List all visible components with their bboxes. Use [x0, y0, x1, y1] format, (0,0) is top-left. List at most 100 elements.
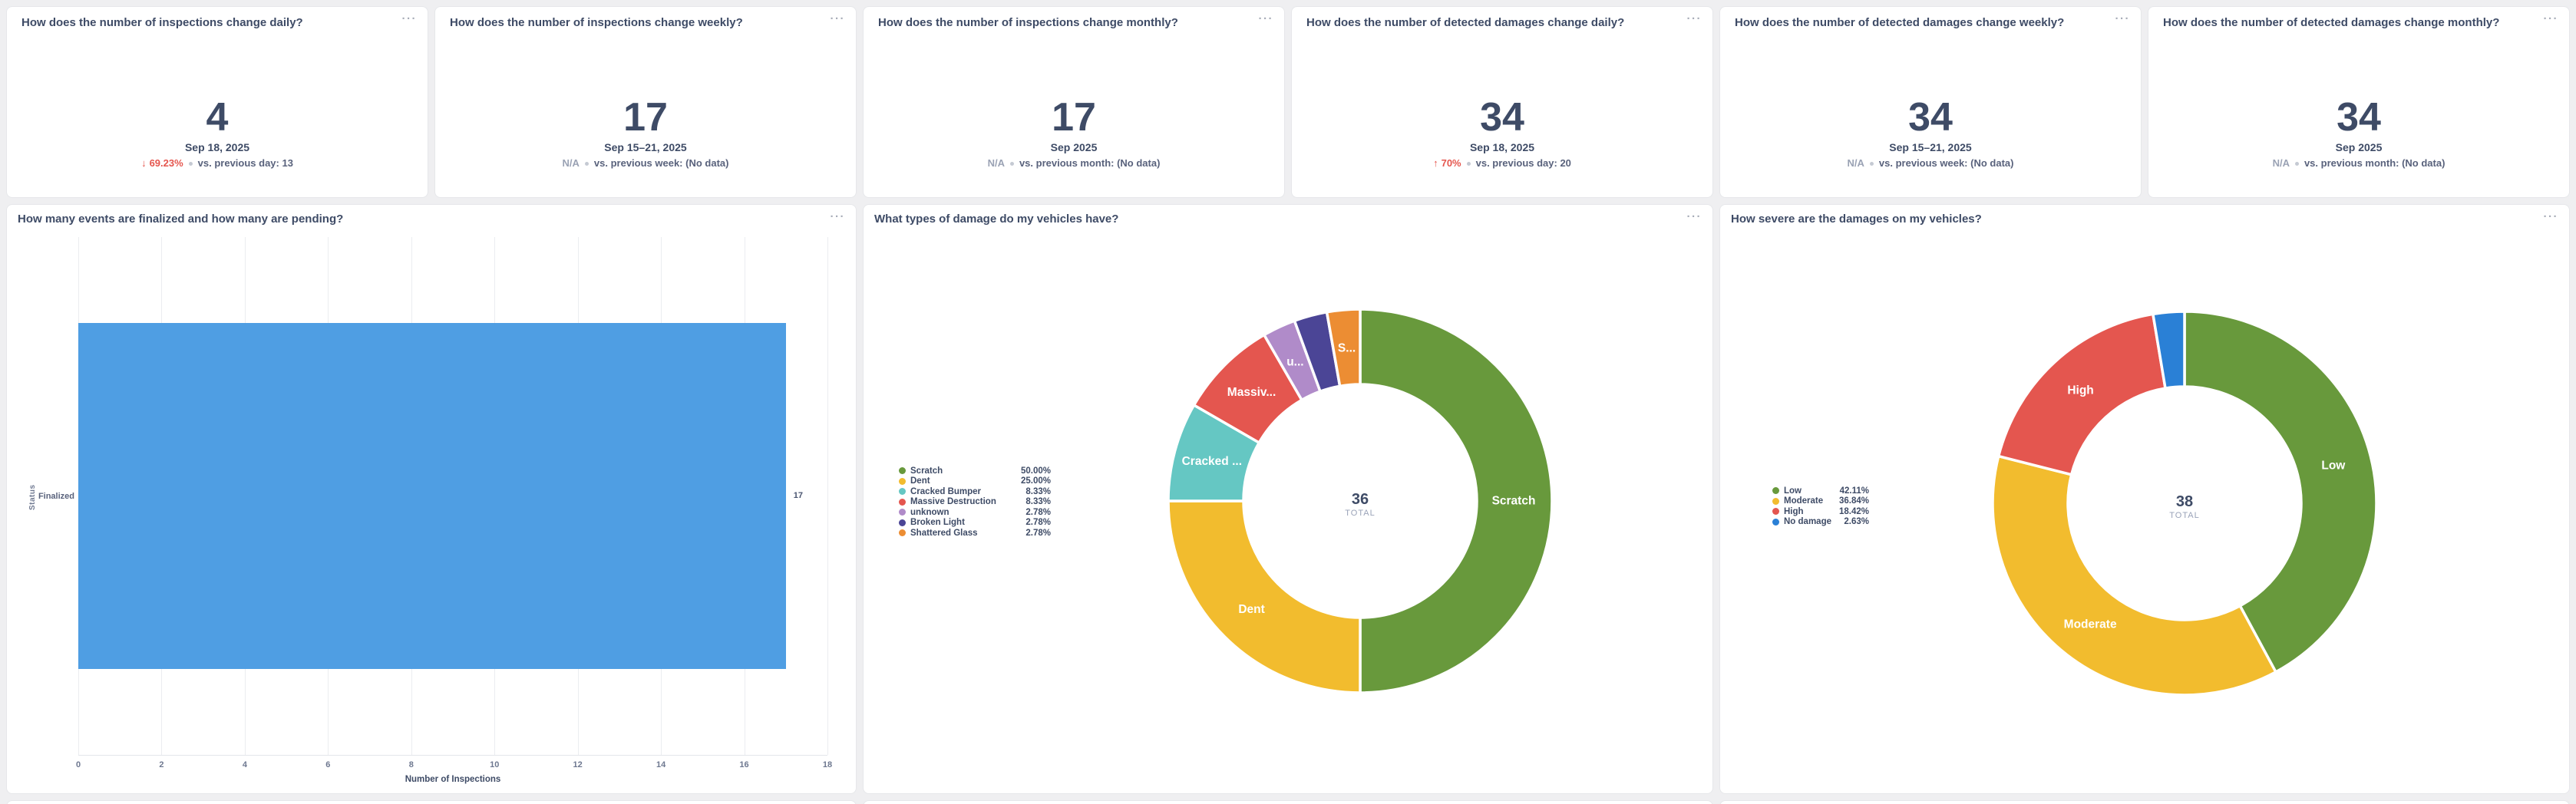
card-title: How does the number of detected damages … — [1735, 16, 2065, 29]
kpi-delta: N/A vs. previous week: (No data) — [435, 158, 856, 169]
kpi-delta-change: N/A — [1848, 158, 1864, 169]
kpi-delta-change: N/A — [988, 158, 1005, 169]
legend-color-dot — [899, 519, 906, 526]
legend-color-dot — [899, 529, 906, 537]
card-title: How does the number of detected damages … — [1306, 16, 1625, 29]
legend-item[interactable]: Broken Light 2.78% — [899, 518, 1051, 529]
legend-percent: 18.42% — [1838, 506, 1869, 516]
legend-item[interactable]: unknown 2.78% — [899, 507, 1051, 518]
legend-item[interactable]: Cracked Bumper 8.33% — [899, 486, 1051, 497]
next-row-card-stub — [6, 800, 857, 804]
legend-label: unknown — [910, 507, 949, 517]
legend-percent: 2.63% — [1844, 517, 1869, 527]
slice-label: Scratch — [1492, 495, 1536, 508]
x-tick-label: 6 — [325, 760, 331, 769]
x-tick-label: 18 — [822, 760, 833, 769]
x-tick-label: 14 — [656, 760, 666, 769]
legend-label: No damage — [1784, 517, 1831, 527]
bar-finalized[interactable] — [78, 323, 786, 669]
legend-percent: 8.33% — [1025, 486, 1051, 496]
dot-separator — [188, 161, 193, 166]
legend-color-dot — [1772, 508, 1779, 516]
kpi-body: 34 Sep 15–21, 2025 N/A vs. previous week… — [1720, 97, 2141, 169]
more-options-button[interactable]: ··· — [2543, 210, 2558, 223]
severity-slice-low[interactable] — [2183, 310, 2378, 674]
legend-item[interactable]: High 18.42% — [1772, 506, 1869, 517]
next-row-card-stub — [863, 800, 1713, 804]
dot-separator — [1869, 161, 1874, 166]
gridline — [827, 237, 828, 755]
more-options-button[interactable]: ··· — [1258, 12, 1273, 25]
more-options-button[interactable]: ··· — [2543, 12, 2558, 25]
more-options-button[interactable]: ··· — [2115, 12, 2130, 25]
kpi-delta-change: N/A — [563, 158, 580, 169]
kpi-delta-percent: 70% — [1441, 157, 1461, 169]
x-tick-label: 2 — [159, 760, 164, 769]
more-options-button[interactable]: ··· — [830, 12, 845, 25]
donut-chart-damage-types: Scratch Dent Cracked ... Massiv... u... S... — [1145, 286, 1575, 716]
kpi-card-damages-daily: How does the number of detected damages … — [1291, 6, 1713, 198]
kpi-body: 34 Sep 2025 N/A vs. previous month: (No … — [2148, 97, 2569, 169]
severity-slice-moderate[interactable] — [1991, 454, 2277, 697]
legend-item[interactable]: Low 42.11% — [1772, 486, 1869, 496]
legend-item[interactable]: Dent 25.00% — [899, 476, 1051, 487]
damage-type-slice-dent[interactable] — [1167, 499, 1362, 694]
damage-type-slice-shattered-glass[interactable] — [1325, 308, 1362, 388]
legend-color-dot — [899, 467, 906, 475]
kpi-value: 17 — [623, 95, 668, 140]
card-title: What types of damage do my vehicles have… — [874, 213, 1119, 226]
y-category-label: Finalized — [38, 492, 74, 501]
dot-separator — [2294, 161, 2299, 166]
slice-label: Low — [2321, 459, 2346, 472]
legend-item[interactable]: Shattered Glass 2.78% — [899, 528, 1051, 539]
legend-item[interactable]: No damage 2.63% — [1772, 517, 1869, 528]
slice-label: Dent — [1238, 603, 1264, 616]
slice-label: S... — [1338, 341, 1356, 354]
legend-damage-types: Scratch 50.00% Dent 25.00% Cracked Bumper 8.3… — [899, 466, 1051, 539]
legend-percent: 25.00% — [1020, 476, 1051, 486]
kpi-delta-compare: vs. previous week: (No data) — [1878, 157, 2014, 169]
legend-item[interactable]: Massive Destruction 8.33% — [899, 497, 1051, 508]
kpi-delta-percent: N/A — [2272, 157, 2290, 169]
kpi-value: 4 — [206, 95, 229, 140]
more-options-button[interactable]: ··· — [1686, 12, 1702, 25]
dot-separator — [584, 161, 589, 166]
x-tick-label: 10 — [490, 760, 500, 769]
legend-label: Dent — [910, 476, 930, 486]
kpi-delta-percent: N/A — [1847, 157, 1864, 169]
bar-value-label: 17 — [793, 491, 804, 500]
legend-color-dot — [1772, 497, 1779, 505]
more-options-button[interactable]: ··· — [1686, 210, 1702, 223]
x-tick-label: 4 — [242, 760, 247, 769]
x-tick-label: 8 — [408, 760, 414, 769]
legend-percent: 2.78% — [1025, 528, 1051, 538]
slice-label: u... — [1286, 355, 1303, 368]
x-axis-title: Number of Inspections — [405, 775, 501, 784]
kpi-period: Sep 18, 2025 — [184, 141, 250, 153]
legend-color-dot — [899, 488, 906, 496]
kpi-card-inspections-daily: How does the number of inspections chang… — [6, 6, 428, 198]
legend-item[interactable]: Moderate 36.84% — [1772, 496, 1869, 507]
more-options-button[interactable]: ··· — [830, 210, 845, 223]
donut-chart-damage-severity: Low Moderate High — [1970, 288, 2399, 718]
dot-separator — [1466, 161, 1471, 166]
legend-label: Broken Light — [910, 518, 965, 528]
kpi-value: 34 — [1480, 95, 1524, 140]
legend-color-dot — [899, 477, 906, 485]
kpi-delta-compare: vs. previous month: (No data) — [1019, 157, 1161, 169]
kpi-card-inspections-monthly: How does the number of inspections chang… — [863, 6, 1285, 198]
legend-percent: 50.00% — [1020, 466, 1051, 476]
kpi-period: Sep 18, 2025 — [1469, 141, 1535, 153]
kpi-delta-change: ↓ 69.23% — [141, 158, 183, 169]
severity-slice-no-damage[interactable] — [2152, 310, 2186, 390]
legend-label: Moderate — [1784, 496, 1824, 506]
more-options-button[interactable]: ··· — [401, 12, 417, 25]
legend-item[interactable]: Scratch 50.00% — [899, 466, 1051, 476]
x-tick-label: 0 — [75, 760, 81, 769]
kpi-body: 4 Sep 18, 2025 ↓ 69.23% vs. previous day… — [7, 97, 428, 169]
donut-total-label: TOTAL — [1345, 509, 1376, 518]
kpi-delta-compare: vs. previous week: (No data) — [593, 157, 729, 169]
damage-type-slice-scratch[interactable] — [1359, 308, 1554, 694]
legend-label: Scratch — [910, 466, 943, 476]
